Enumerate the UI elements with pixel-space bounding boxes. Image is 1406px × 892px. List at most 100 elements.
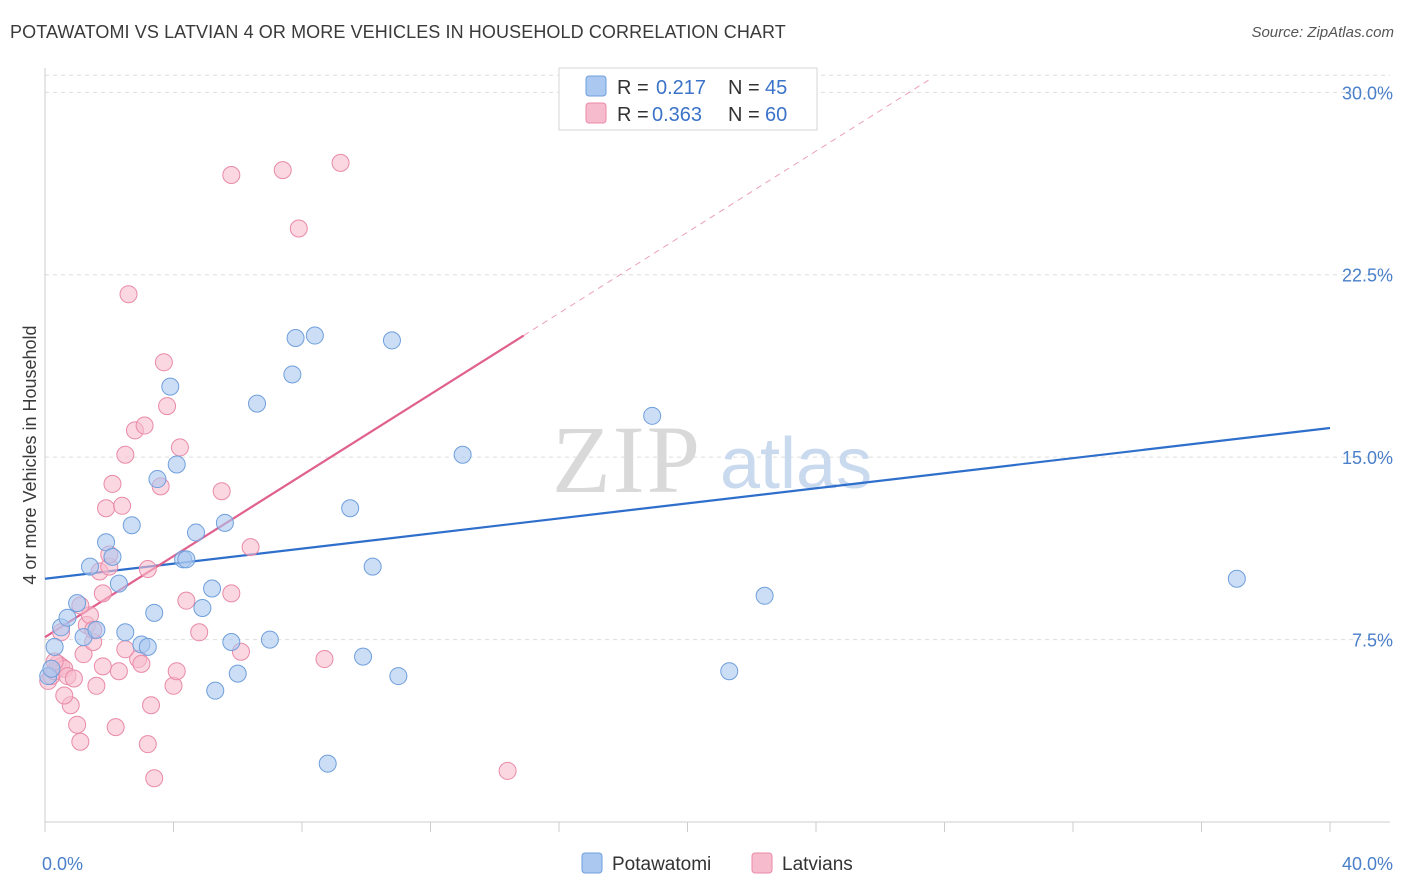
legend-r-value-potawatomi: 0.217: [656, 77, 706, 99]
point-potawatomi-13: [138, 637, 157, 656]
y-tick-label-3: 30.0%: [1342, 83, 1393, 103]
point-potawatomi-20: [186, 523, 205, 542]
y-tick-label-1: 15.0%: [1342, 448, 1393, 468]
point-latvians-53: [116, 640, 135, 659]
point-potawatomi-41: [755, 586, 774, 605]
point-potawatomi-22: [203, 579, 222, 598]
point-potawatomi-44: [42, 659, 61, 678]
gridlines: [44, 74, 1390, 832]
point-latvians-36: [164, 676, 183, 695]
point-latvians-42: [222, 584, 241, 603]
point-latvians-38: [170, 438, 189, 457]
legend-n-value-potawatomi: 45: [765, 77, 787, 99]
point-latvians-20: [103, 474, 122, 493]
point-latvians-22: [109, 662, 128, 681]
watermark-zip: ZIP: [552, 406, 702, 513]
point-potawatomi-17: [167, 455, 186, 474]
point-latvians-58: [55, 686, 74, 705]
bottom-legend: Potawatomi Latvians: [581, 852, 853, 875]
point-latvians-39: [177, 591, 196, 610]
point-potawatomi-29: [283, 365, 302, 384]
point-latvians-28: [132, 654, 151, 673]
point-latvians-10: [71, 732, 90, 751]
source-label: Source: ZipAtlas.com: [1251, 24, 1394, 41]
axes: [44, 68, 1390, 823]
point-potawatomi-15: [148, 470, 167, 489]
point-potawatomi-28: [260, 630, 279, 649]
point-latvians-44: [241, 538, 260, 557]
point-potawatomi-3: [68, 594, 87, 613]
point-potawatomi-23: [206, 681, 225, 700]
point-latvians-52: [93, 657, 112, 676]
point-potawatomi-40: [720, 662, 739, 681]
point-latvians-54: [138, 560, 157, 579]
watermark: ZIP atlas: [552, 406, 872, 513]
point-potawatomi-2: [58, 608, 77, 627]
point-latvians-45: [222, 166, 241, 185]
point-latvians-31: [142, 696, 161, 715]
point-potawatomi-16: [161, 377, 180, 396]
y-axis-label: 4 or more Vehicles in Household: [20, 325, 40, 584]
y-tick-label-2: 22.5%: [1342, 266, 1393, 286]
point-potawatomi-36: [382, 331, 401, 350]
point-latvians-23: [113, 496, 132, 515]
point-potawatomi-19: [177, 550, 196, 569]
point-potawatomi-38: [453, 445, 472, 464]
point-latvians-46: [273, 161, 292, 180]
point-latvians-32: [145, 769, 164, 788]
point-potawatomi-11: [122, 516, 141, 535]
point-latvians-50: [498, 761, 517, 780]
point-latvians-49: [331, 153, 350, 172]
point-latvians-40: [190, 623, 209, 642]
point-latvians-18: [97, 499, 116, 518]
point-potawatomi-35: [363, 557, 382, 576]
point-potawatomi-30: [286, 328, 305, 347]
chart-title: POTAWATOMI VS LATVIAN 4 OR MORE VEHICLES…: [10, 22, 786, 42]
point-latvians-21: [106, 718, 125, 737]
data-points: [39, 153, 1246, 788]
point-potawatomi-10: [116, 623, 135, 642]
point-potawatomi-25: [222, 633, 241, 652]
trend-extension-latvians: [523, 79, 929, 336]
point-potawatomi-21: [193, 598, 212, 617]
bottom-legend-label-potawatomi: Potawatomi: [612, 854, 711, 875]
point-latvians-34: [154, 353, 173, 372]
point-potawatomi-24: [215, 513, 234, 532]
point-latvians-25: [119, 285, 138, 304]
point-latvians-24: [116, 445, 135, 464]
legend-n-label-potawatomi: N =: [728, 77, 760, 99]
point-latvians-29: [135, 416, 154, 435]
legend-swatch-potawatomi: [585, 75, 607, 97]
trend-line-potawatomi: [44, 426, 1331, 580]
bottom-legend-swatch-latvians: [751, 852, 773, 874]
point-potawatomi-39: [643, 406, 662, 425]
point-latvians-30: [138, 735, 157, 754]
point-latvians-48: [315, 650, 334, 669]
point-potawatomi-33: [341, 499, 360, 518]
point-potawatomi-26: [228, 664, 247, 683]
point-potawatomi-8: [103, 547, 122, 566]
point-latvians-41: [212, 482, 231, 501]
point-potawatomi-5: [80, 557, 99, 576]
point-latvians-47: [289, 219, 308, 238]
point-potawatomi-14: [145, 603, 164, 622]
point-potawatomi-42: [1227, 569, 1246, 588]
point-latvians-15: [87, 676, 106, 695]
trend-lines: [44, 79, 1331, 639]
legend-swatch-latvians: [585, 102, 607, 124]
legend-n-label-latvians: N =: [728, 104, 760, 126]
point-latvians-37: [167, 662, 186, 681]
point-potawatomi-9: [109, 574, 128, 593]
point-latvians-17: [93, 584, 112, 603]
legend-n-value-latvians: 60: [765, 104, 787, 126]
point-potawatomi-27: [248, 394, 267, 413]
x-tick-label-1: 40.0%: [1342, 854, 1393, 874]
x-tick-label-0: 0.0%: [42, 854, 83, 874]
point-latvians-9: [68, 715, 87, 734]
legend-r-label-latvians: R =: [617, 104, 649, 126]
point-potawatomi-6: [87, 620, 106, 639]
point-latvians-8: [64, 669, 83, 688]
legend-r-value-latvians: 0.363: [652, 104, 702, 126]
point-potawatomi-0: [45, 637, 64, 656]
